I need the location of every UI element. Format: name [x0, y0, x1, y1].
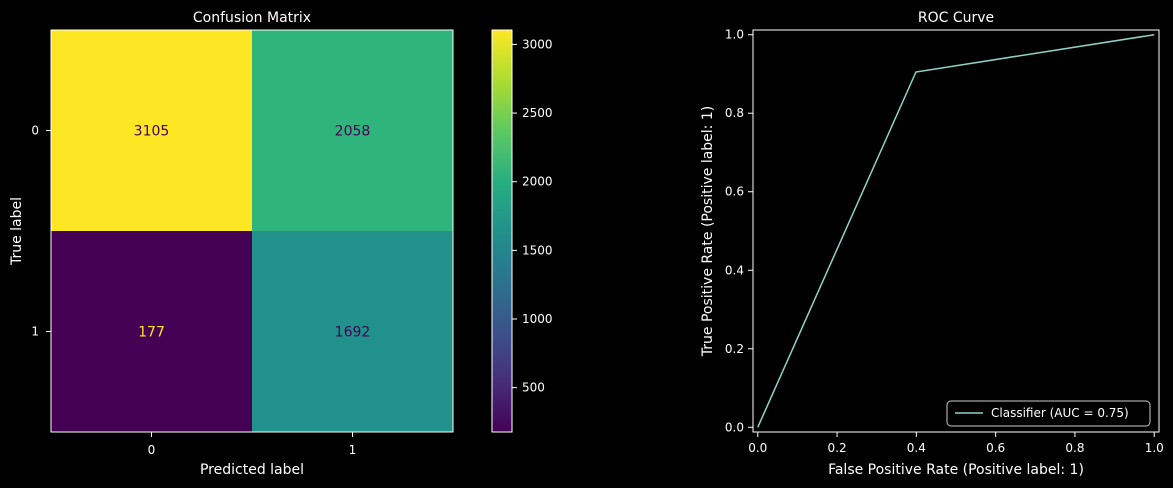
- roc-ytick-label: 1.0: [725, 28, 744, 42]
- roc-xtick-label: 0.8: [1065, 441, 1084, 455]
- colorbar-tick-label: 1500: [522, 243, 553, 257]
- roc-ytick-label: 0.4: [725, 263, 744, 277]
- colorbar-gradient: [492, 30, 512, 432]
- roc-ytick-label: 0.0: [725, 420, 744, 434]
- legend-box: [946, 400, 1151, 427]
- colorbar-tick-label: 1000: [522, 312, 553, 326]
- roc-xtick-label: 0.2: [828, 441, 847, 455]
- roc-ytick-label: 0.6: [725, 185, 744, 199]
- cm-cell-1-1: [252, 231, 454, 433]
- cm-cell-value: 1692: [335, 325, 371, 341]
- confusion-matrix-frame: [50, 29, 454, 433]
- confusion-matrix-xlabel: Predicted label: [200, 462, 304, 478]
- colorbar-frame: [491, 29, 513, 433]
- colorbar-tick-label: 2000: [522, 175, 553, 189]
- cm-xtick-label: 0: [148, 443, 156, 457]
- cm-cell-1-0: [51, 231, 253, 433]
- cm-cell-value: 3105: [134, 124, 170, 140]
- roc-xtick-label: 0.4: [907, 441, 926, 455]
- cm-ytick-label: 0: [31, 124, 39, 138]
- cm-cell-0-1: [252, 30, 454, 232]
- roc-title: ROC Curve: [918, 10, 994, 26]
- roc-xtick-label: 1.0: [1145, 441, 1164, 455]
- roc-curve-chart: ROC Curve 0.0 0.2 0.4 0.6 0.8 1.0 0.0 0.2 0.4 0.6…: [700, 10, 1164, 478]
- cm-ytick-label: 1: [31, 325, 39, 339]
- cm-cell-value: 177: [138, 325, 165, 341]
- colorbar-tick-label: 500: [522, 381, 545, 395]
- roc-ytick-label: 0.2: [725, 342, 744, 356]
- roc-ytick-label: 0.8: [725, 106, 744, 120]
- roc-ylabel: True Positive Rate (Positive label: 1): [700, 106, 716, 357]
- legend-entry-label: Classifier (AUC = 0.75): [991, 406, 1129, 420]
- roc-xtick-label: 0.6: [986, 441, 1005, 455]
- cm-cell-0-0: [51, 30, 253, 232]
- roc-series-line: [757, 33, 1155, 428]
- colorbar-tick-label: 3000: [522, 37, 553, 51]
- confusion-matrix: Confusion Matrix 3105 2058 177 1692 0 1 0 1 Pr…: [9, 10, 454, 478]
- cm-cell-value: 2058: [335, 124, 371, 140]
- roc-xlabel: False Positive Rate (Positive label: 1): [828, 462, 1084, 478]
- colorbar: 500 1000 1500 2000 2500 3000: [491, 29, 553, 433]
- confusion-matrix-ylabel: True label: [9, 197, 25, 266]
- confusion-matrix-title: Confusion Matrix: [193, 10, 311, 26]
- roc-xtick-label: 0.0: [748, 441, 767, 455]
- roc-plot-frame: [752, 29, 1160, 433]
- roc-legend: Classifier (AUC = 0.75): [946, 400, 1151, 427]
- colorbar-tick-label: 2500: [522, 106, 553, 120]
- cm-xtick-label: 1: [349, 443, 357, 457]
